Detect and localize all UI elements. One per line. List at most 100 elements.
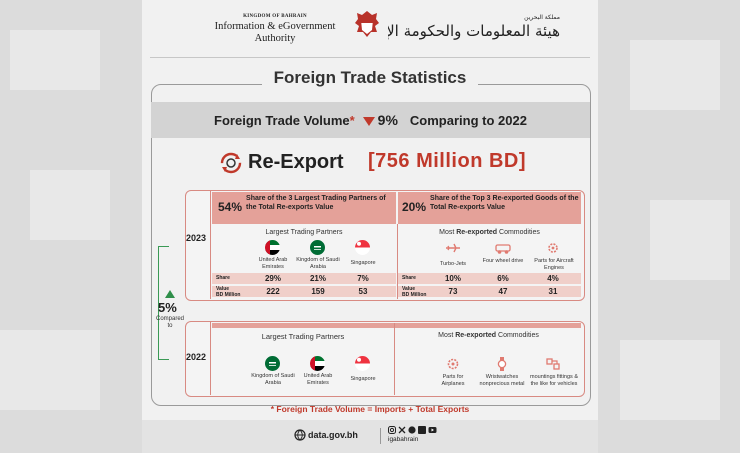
reexport-cycle-icon [220, 152, 242, 174]
commodity-2023-1: Turbo-Jets [439, 261, 467, 267]
year-2022-topbar [212, 323, 581, 328]
year-2023-divider [210, 190, 211, 299]
partners-header-part2: of the Total Re-exports Value [246, 195, 386, 211]
commodities-2022-subtitle: Most Re-exported Commodities [396, 332, 581, 339]
commodity-2023-2: Four wheel drive [482, 258, 524, 264]
comparison-bracket [158, 246, 169, 360]
partner-2023-2: Kingdom of Saudi Arabia [296, 257, 340, 270]
partner-2022-1: Kingdom of Saudi Arabia [251, 373, 295, 386]
partner-value-1: 222 [266, 287, 280, 296]
engine-parts-icon [548, 243, 558, 253]
value-row-right [398, 286, 581, 297]
value-label-left-1: Value [216, 286, 230, 292]
background-tile [30, 170, 110, 240]
partners-2022-subtitle: Largest Trading Partners [212, 332, 394, 341]
globe-icon [294, 429, 306, 441]
linkedin-icon[interactable] [418, 426, 426, 434]
commodity-value-3: 31 [548, 287, 558, 296]
share-row-left [212, 273, 396, 284]
trade-volume-change: 9% [377, 112, 398, 128]
comparison-pct: 5% [158, 300, 177, 315]
year-2022-divider [210, 321, 211, 395]
partner-value-3: 53 [358, 287, 368, 296]
partners-subtitle-text: Largest Trading Partners [265, 229, 343, 236]
partner-share-2: 21% [309, 274, 326, 283]
commodity-2022-2: Wristwatches nonprecious metal [479, 374, 525, 387]
uae-flag-icon [310, 356, 325, 371]
commodity-2023-3: Parts for Aircraft Engines [534, 258, 574, 271]
commodities-subtitle: Most Re-exported Commodities [398, 229, 581, 236]
partner-2023-3: Singapore [350, 260, 376, 266]
background-tile [630, 40, 720, 110]
bahrain-emblem-icon [355, 11, 379, 37]
social-handle[interactable]: igabahrain [388, 436, 419, 443]
partner-2022-2: United Arab Emirates [303, 373, 333, 386]
authority-logo-text: KINGDOM OF BAHRAIN Information & eGovern… [200, 14, 350, 45]
arabic-kingdom-label: مملكة البحرين [524, 14, 560, 21]
share-row-right [398, 273, 581, 284]
commodities-2022-subtitle-part1: Most [438, 332, 456, 339]
share-label-right: Share [402, 275, 416, 281]
saudi-flag-icon [310, 240, 325, 255]
kingdom-label: KINGDOM OF BAHRAIN [243, 14, 307, 19]
instagram-icon[interactable] [388, 426, 396, 434]
background-tile [650, 200, 730, 280]
youtube-icon[interactable] [428, 426, 437, 434]
authority-name: Information & eGovernment Authority [214, 21, 336, 44]
partners-header: 54% Share of the 3 Largest Trading Partn… [218, 195, 394, 219]
comparison-label-2: to [167, 323, 173, 329]
wristwatch-icon [497, 357, 507, 371]
year-2023-mid-divider [397, 224, 398, 299]
goods-header-cell [398, 192, 581, 224]
partner-2022-3: Singapore [350, 376, 376, 382]
partner-2023-1: United Arab Emirates [258, 257, 288, 270]
value-label-left: Value BD Million [216, 286, 240, 298]
background-tile [620, 340, 720, 420]
commodities-subtitle-bold: Re-exported [456, 229, 498, 236]
x-icon[interactable] [398, 426, 406, 434]
trade-volume-star: * [349, 113, 355, 128]
commodity-2022-1: Parts for Airplanes [441, 374, 465, 387]
value-label-right-1: Value [402, 286, 416, 292]
commodities-subtitle-part1: Most [439, 229, 457, 236]
commodity-share-1: 10% [444, 274, 461, 283]
reexport-title: Re-Export [248, 151, 344, 173]
commodity-2022-3: mountings fittings & the like for vehicl… [530, 374, 578, 387]
increase-triangle-icon [165, 290, 175, 298]
partner-share-3: 7% [357, 274, 369, 283]
background-tile [10, 30, 100, 90]
background-tile [0, 330, 100, 410]
website-link[interactable]: data.gov.bh [308, 430, 358, 440]
commodity-value-1: 73 [448, 287, 458, 296]
trade-volume-label: Foreign Trade Volume [214, 113, 350, 128]
footnote: * Foreign Trade Volume = Imports + Total… [270, 404, 470, 414]
comparison-label-1: Compared [156, 316, 185, 322]
comparison-label: Compared to [156, 316, 184, 330]
trade-volume-band: Foreign Trade Volume* 9% Comparing to 2022 [151, 102, 590, 138]
vehicle-mountings-icon [546, 358, 560, 370]
goods-header: 20% Share of the Top 3 Re-exported Goods… [402, 195, 580, 219]
four-wheel-drive-icon [495, 244, 511, 254]
share-label-left: Share [216, 275, 230, 281]
year-2022-box [185, 321, 585, 397]
singapore-flag-icon [355, 356, 370, 371]
uae-flag-icon [265, 240, 280, 255]
year-2022-mid-divider [394, 323, 395, 395]
value-label-right: Value BD Million [402, 286, 427, 298]
commodities-2022-subtitle-part2: Commodities [496, 332, 539, 339]
partners-header-cell [212, 192, 396, 224]
value-label-right-2: BD Million [402, 291, 427, 298]
decrease-triangle-icon [362, 117, 375, 127]
page-title: Foreign Trade Statistics [262, 68, 478, 88]
facebook-icon[interactable] [408, 426, 416, 434]
value-row-left [212, 286, 396, 297]
goods-share-pct: 20% [402, 200, 427, 214]
year-2023-label: 2023 [186, 233, 207, 243]
commodities-2022-subtitle-bold: Re-exported [455, 332, 497, 339]
partners-header-bold: 3 Largest Trading Partners [288, 195, 378, 202]
airplane-parts-icon [447, 358, 459, 370]
header-divider [150, 57, 590, 58]
trade-volume-suffix: Comparing to 2022 [409, 113, 527, 128]
arabic-authority-label: هيئة المعلومات والحكومة الإلكترونية [388, 22, 560, 40]
commodity-share-2: 6% [497, 274, 509, 283]
